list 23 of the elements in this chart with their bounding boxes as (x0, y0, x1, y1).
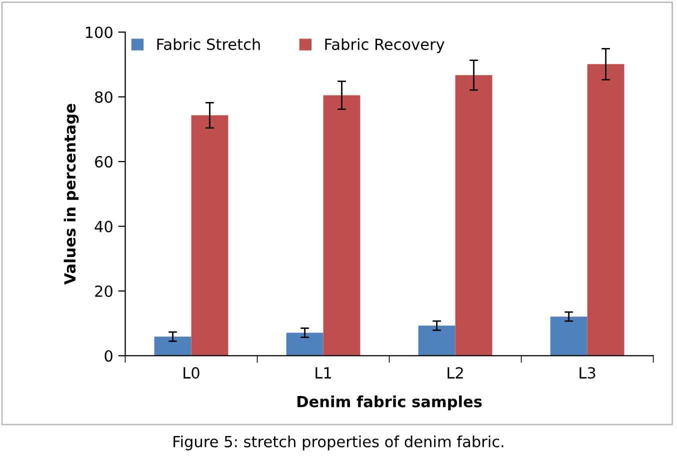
bar (191, 115, 228, 356)
legend-label: Fabric Recovery (325, 38, 444, 54)
x-tick-label: L0 (184, 367, 200, 379)
y-tick-label: 80 (95, 91, 112, 103)
bar (455, 75, 492, 356)
bar (286, 332, 324, 356)
legend-label: Fabric Stretch (157, 38, 260, 50)
y-tick-label: 20 (95, 285, 112, 298)
bar (323, 95, 360, 356)
bar (550, 316, 588, 356)
x-tick-label: L1 (316, 367, 331, 378)
bar (587, 64, 624, 356)
caption: Figure 5: stretch properties of denim fabric. (174, 436, 504, 450)
y-tick-label: 60 (95, 156, 112, 168)
x-tick-label: L3 (580, 367, 596, 379)
bar (418, 326, 456, 356)
y-tick-label: 0 (104, 350, 112, 362)
x-axis-title: Denim fabric samples (297, 396, 482, 410)
bar (154, 336, 192, 356)
y-axis-title: Values in percentage (64, 104, 79, 285)
y-tick-label: 40 (94, 220, 112, 232)
x-tick-label: L2 (448, 367, 463, 378)
y-tick-label: 100 (86, 26, 112, 38)
